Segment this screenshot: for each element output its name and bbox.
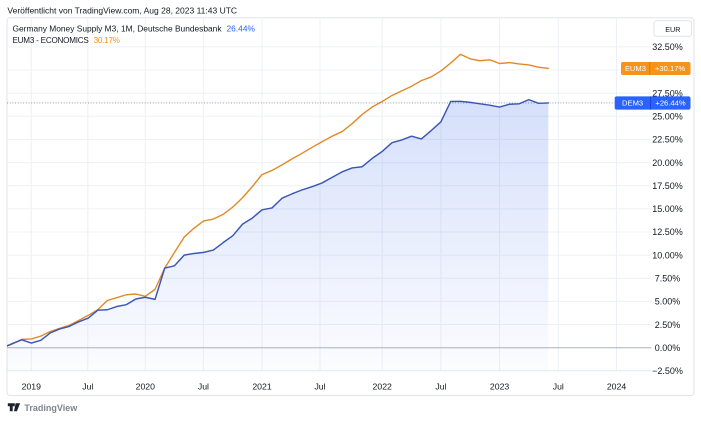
svg-text:22.50%: 22.50%	[652, 135, 683, 145]
svg-text:5.00%: 5.00%	[655, 297, 681, 307]
svg-text:EUR: EUR	[665, 25, 680, 34]
svg-text:Jul: Jul	[82, 381, 93, 391]
svg-text:Jul: Jul	[435, 381, 446, 391]
svg-text:Jul: Jul	[553, 381, 564, 391]
svg-text:TradingView: TradingView	[24, 403, 78, 413]
svg-text:Germany Money Supply M3, 1M, D: Germany Money Supply M3, 1M, Deutsche Bu…	[13, 24, 256, 34]
svg-text:2.50%: 2.50%	[655, 320, 681, 330]
svg-text:12.50%: 12.50%	[652, 227, 683, 237]
svg-text:Jul: Jul	[198, 381, 209, 391]
svg-text:2021: 2021	[252, 381, 271, 391]
svg-text:32.50%: 32.50%	[652, 42, 683, 52]
svg-text:0.00%: 0.00%	[655, 343, 681, 353]
svg-text:−2.50%: −2.50%	[652, 366, 683, 376]
svg-text:2020: 2020	[136, 381, 155, 391]
svg-text:+30.17%: +30.17%	[655, 64, 685, 73]
svg-text:2019: 2019	[22, 381, 41, 391]
svg-text:10.00%: 10.00%	[652, 250, 683, 260]
svg-text:EUM3: EUM3	[625, 64, 646, 73]
svg-text:7.50%: 7.50%	[655, 273, 681, 283]
svg-text:2024: 2024	[607, 381, 626, 391]
svg-text:25.00%: 25.00%	[652, 111, 683, 121]
svg-text:2023: 2023	[490, 381, 509, 391]
svg-text:17.50%: 17.50%	[652, 181, 683, 191]
svg-text:DEM3: DEM3	[622, 99, 643, 108]
svg-text:Jul: Jul	[314, 381, 325, 391]
svg-text:Veröffentlicht von TradingView: Veröffentlicht von TradingView.com, Aug …	[7, 5, 237, 15]
svg-text:27.50%: 27.50%	[652, 88, 683, 98]
svg-text:2022: 2022	[373, 381, 392, 391]
svg-text:15.00%: 15.00%	[652, 204, 683, 214]
svg-text:20.00%: 20.00%	[652, 158, 683, 168]
svg-text:+26.44%: +26.44%	[655, 99, 685, 108]
